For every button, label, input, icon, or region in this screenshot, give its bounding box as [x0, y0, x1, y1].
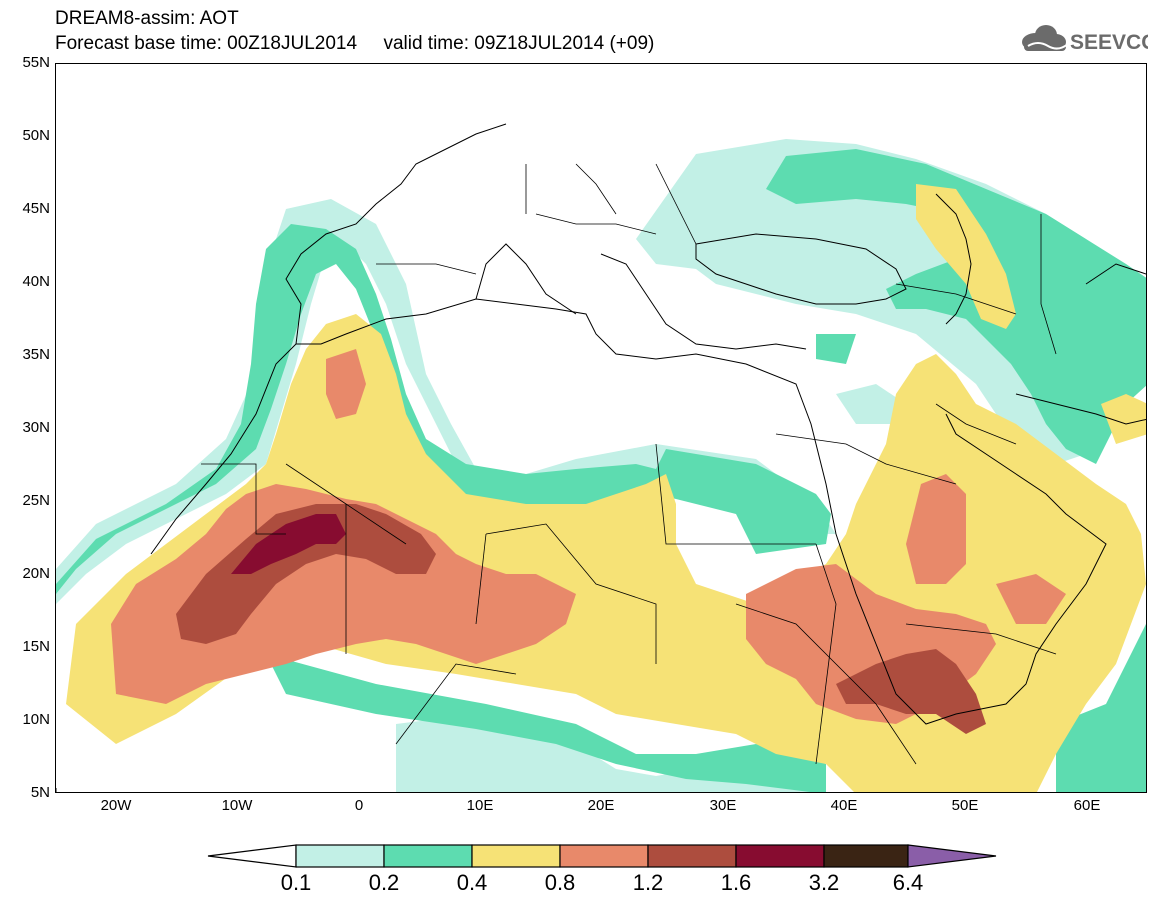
- lat-label-10n: 10N: [22, 711, 50, 728]
- logo-text: SEEVCCC: [1070, 31, 1148, 54]
- legend-swatch-0: [295, 844, 385, 868]
- legend-label-0-8: 0.8: [544, 870, 576, 895]
- lat-label-45n: 45N: [22, 200, 50, 217]
- legend-label-0-4: 0.4: [456, 870, 488, 895]
- legend-over-arrow: [907, 844, 997, 868]
- lat-label-35n: 35N: [22, 346, 50, 363]
- legend-swatch-3: [559, 844, 649, 868]
- lat-label-50n: 50N: [22, 127, 50, 144]
- lat-label-5n: 5N: [30, 784, 50, 801]
- lon-label-40e: 40E: [830, 797, 858, 814]
- lat-label-40n: 40N: [22, 273, 50, 290]
- lat-label-25n: 25N: [22, 492, 50, 509]
- map-panel: [55, 63, 1147, 793]
- aot-band-1-2: [176, 504, 986, 734]
- lon-label-10e: 10E: [466, 797, 494, 814]
- lon-label-60e: 60E: [1073, 797, 1101, 814]
- seevccc-logo: SEEVCCC: [1022, 25, 1148, 54]
- lat-label-30n: 30N: [22, 419, 50, 436]
- legend-label-3-2: 3.2: [808, 870, 840, 895]
- lon-label-50e: 50E: [951, 797, 979, 814]
- lon-label-0: 0: [354, 797, 364, 814]
- forecast-time-line: Forecast base time: 00Z18JUL2014 valid t…: [55, 33, 655, 54]
- aot-map: [56, 64, 1146, 792]
- coastlines: [150, 123, 1146, 725]
- legend-swatch-4: [647, 844, 737, 868]
- legend-label-6-4: 6.4: [892, 870, 924, 895]
- legend-label-1-2: 1.2: [632, 870, 664, 895]
- lon-label-30e: 30E: [709, 797, 737, 814]
- lat-label-55n: 55N: [22, 54, 50, 71]
- legend-swatch-1: [383, 844, 473, 868]
- lat-label-15n: 15N: [22, 638, 50, 655]
- lat-label-20n: 20N: [22, 565, 50, 582]
- lon-label-20w: 20W: [100, 797, 132, 814]
- legend-label-1-6: 1.6: [720, 870, 752, 895]
- legend-swatch-6: [823, 844, 909, 868]
- lon-label-20e: 20E: [587, 797, 615, 814]
- country-borders: [201, 163, 1057, 765]
- legend-swatch-2: [471, 844, 561, 868]
- map-title: DREAM8-assim: AOT: [55, 8, 239, 29]
- aot-band-0-8: [111, 349, 1066, 724]
- aot-band-1-6: [231, 514, 346, 574]
- legend-under-arrow: [207, 844, 297, 868]
- legend-label-0-1: 0.1: [280, 870, 312, 895]
- cloud-icon: [1022, 25, 1069, 51]
- legend-label-0-2: 0.2: [368, 870, 400, 895]
- legend-swatch-5: [735, 844, 825, 868]
- lon-label-10w: 10W: [221, 797, 253, 814]
